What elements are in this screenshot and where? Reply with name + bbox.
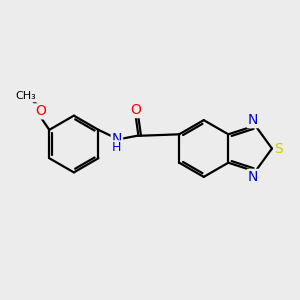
Text: O: O (130, 103, 141, 117)
Text: CH₃: CH₃ (15, 92, 36, 101)
Text: S: S (274, 142, 283, 155)
Text: H: H (112, 141, 122, 154)
Text: O: O (35, 104, 46, 118)
Text: N: N (112, 132, 122, 146)
Text: N: N (248, 113, 258, 127)
Text: N: N (248, 170, 258, 184)
